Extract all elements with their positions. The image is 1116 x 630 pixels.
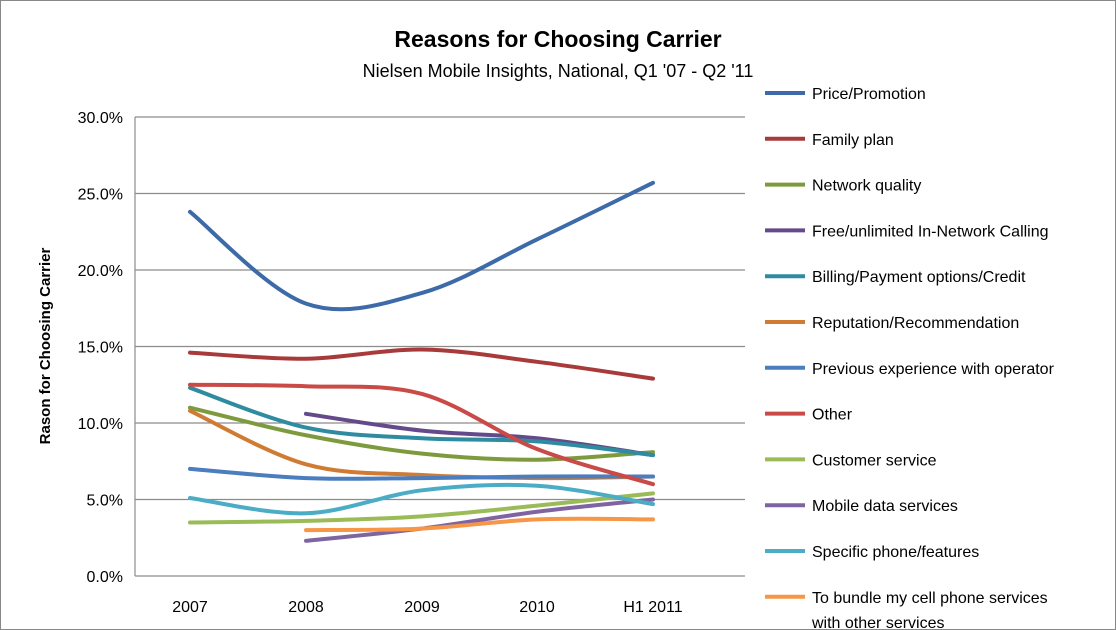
legend-label: Specific phone/features xyxy=(812,544,979,561)
x-tick-label: 2007 xyxy=(172,599,208,616)
legend-label: Previous experience with operator xyxy=(812,361,1055,378)
legend-label: Mobile data services xyxy=(812,498,958,515)
legend-label: Free/unlimited In-Network Calling xyxy=(812,223,1049,240)
series-line-1 xyxy=(188,347,655,381)
y-tick-label: 5.0% xyxy=(87,493,123,510)
legend-label: Network quality xyxy=(812,178,921,195)
series-line-11 xyxy=(304,516,655,533)
legend-label-line: Reputation/Recommendation xyxy=(812,315,1019,332)
legend-label: Billing/Payment options/Credit xyxy=(812,269,1026,286)
legend-label-line: Customer service xyxy=(812,452,937,469)
series-line-10 xyxy=(188,482,655,516)
y-tick-label: 20.0% xyxy=(78,263,123,280)
legend-label-line: Mobile data services xyxy=(812,498,958,515)
y-tick-label: 0.0% xyxy=(87,569,123,586)
legend-label-line: with other services xyxy=(811,615,945,630)
legend-label-line: Network quality xyxy=(812,178,921,195)
series-line-7 xyxy=(188,382,655,487)
legend-label: Price/Promotion xyxy=(812,86,926,103)
y-tick-label: 25.0% xyxy=(78,187,123,204)
legend-label: Family plan xyxy=(812,132,894,149)
y-axis-label: Rason for Choosing Carrier xyxy=(37,247,54,444)
series-line-6 xyxy=(188,466,655,481)
x-tick-label: 2008 xyxy=(288,599,324,616)
legend-label-line: To bundle my cell phone services xyxy=(812,590,1048,607)
legend-label: Other xyxy=(812,407,853,424)
series-line-8 xyxy=(188,491,655,525)
legend-label-line: Other xyxy=(812,407,853,424)
series-line-9 xyxy=(304,497,655,543)
x-tick-label: 2009 xyxy=(404,599,440,616)
legend-label-line: Family plan xyxy=(812,132,894,149)
legend-label-line: Billing/Payment options/Credit xyxy=(812,269,1026,286)
y-tick-label: 10.0% xyxy=(78,416,123,433)
legend-label-line: Specific phone/features xyxy=(812,544,979,561)
legend-label-line: Previous experience with operator xyxy=(812,361,1055,378)
x-tick-label: 2010 xyxy=(519,599,555,616)
y-tick-label: 15.0% xyxy=(78,340,123,357)
chart-subtitle: Nielsen Mobile Insights, National, Q1 '0… xyxy=(362,61,754,81)
series-line-4 xyxy=(188,385,655,458)
series-line-0 xyxy=(188,180,655,312)
legend-label: To bundle my cell phone services with oth… xyxy=(811,590,1048,630)
legend-label-line: Free/unlimited In-Network Calling xyxy=(812,223,1049,240)
legend-label: Reputation/Recommendation xyxy=(812,315,1019,332)
chart-title: Reasons for Choosing Carrier xyxy=(394,26,722,52)
y-tick-label: 30.0% xyxy=(78,110,123,127)
x-tick-label: H1 2011 xyxy=(623,599,682,616)
series-line-2 xyxy=(188,405,655,462)
legend-label-line: Price/Promotion xyxy=(812,86,926,103)
legend-label: Customer service xyxy=(812,452,937,469)
